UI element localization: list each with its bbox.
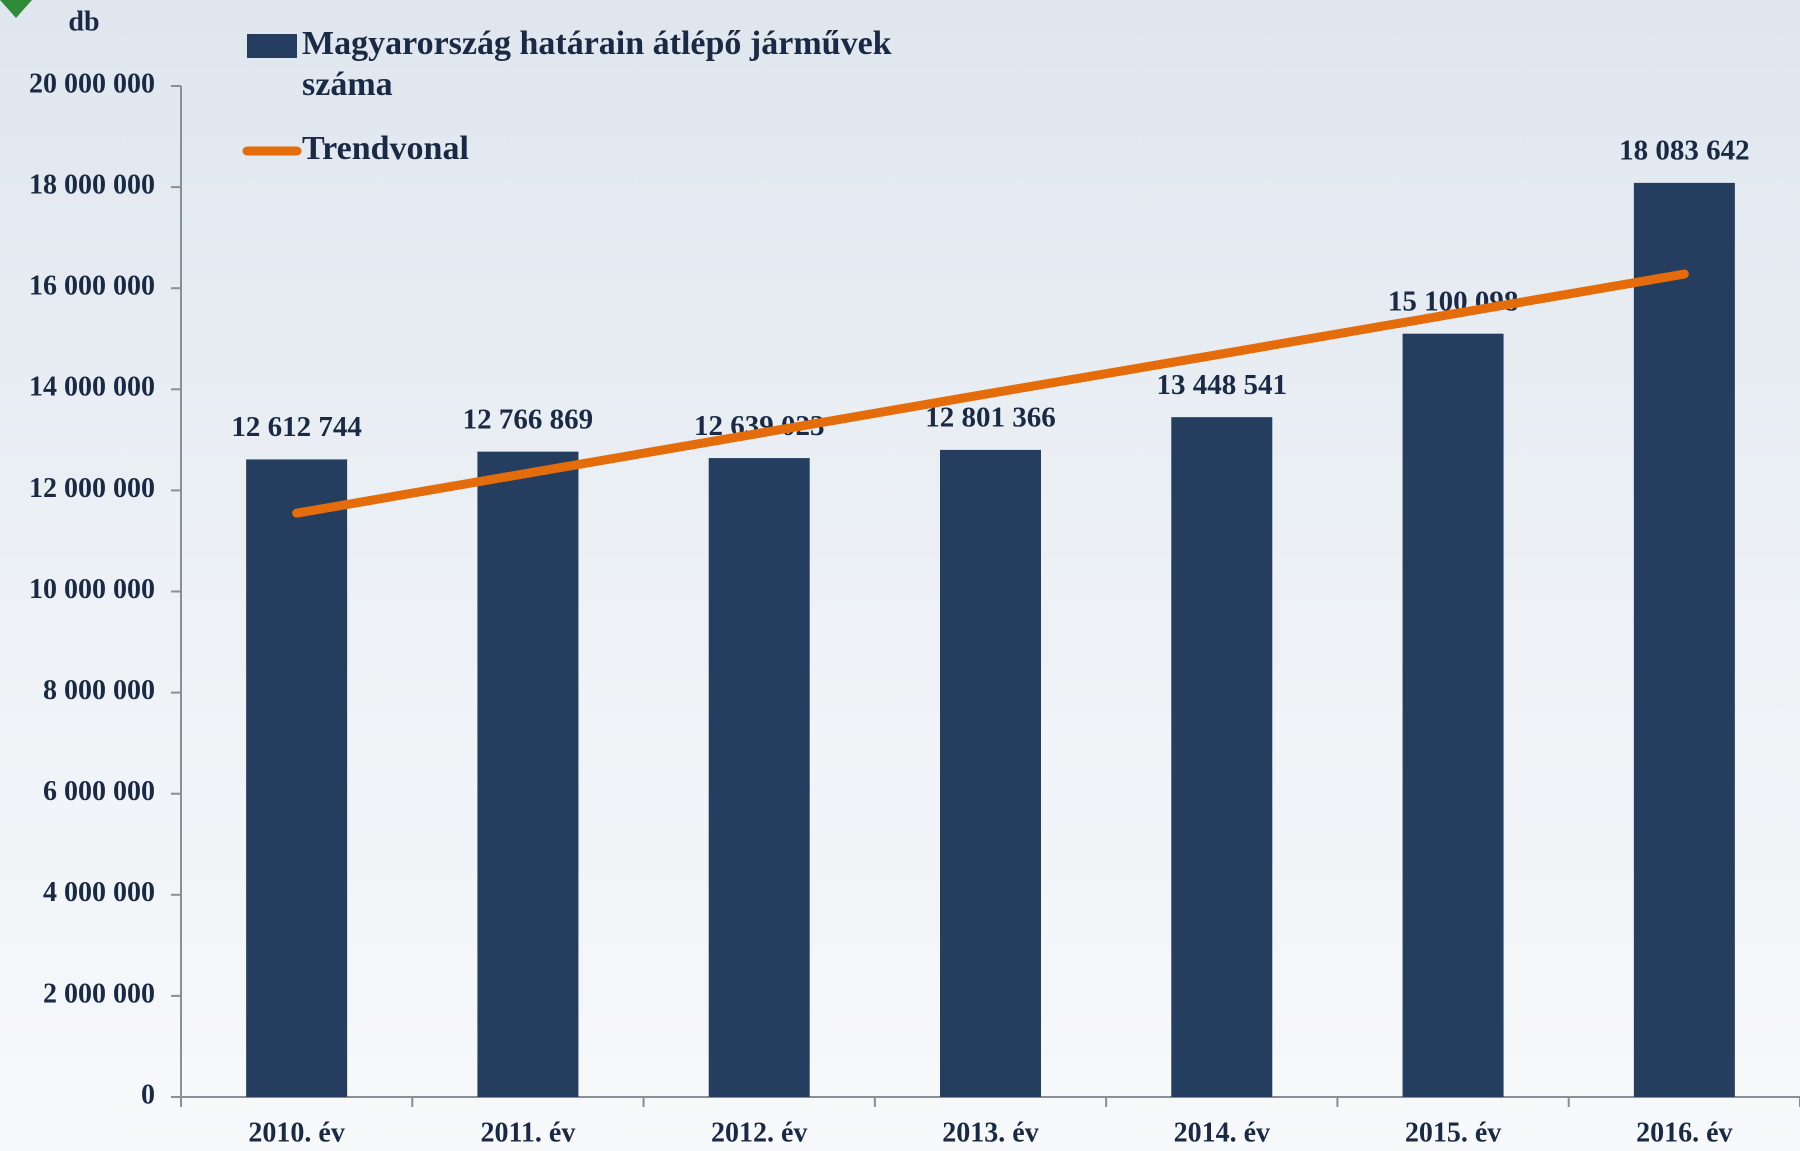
y-tick-label: 20 000 000: [29, 68, 155, 99]
x-tick-label: 2014. év: [1174, 1117, 1270, 1148]
y-axis-label: db: [68, 6, 99, 37]
y-tick-label: 18 000 000: [29, 170, 155, 201]
value-label: 12 766 869: [463, 403, 594, 435]
bar: [1171, 417, 1273, 1097]
y-tick-label: 4 000 000: [43, 877, 155, 908]
bar: [940, 449, 1041, 1097]
y-tick-label: 0: [141, 1079, 155, 1110]
y-tick-label: 6 000 000: [43, 776, 155, 807]
bar: [477, 451, 579, 1097]
y-tick-label: 14 000 000: [29, 372, 155, 403]
value-label: 13 448 541: [1157, 369, 1288, 401]
legend-label[interactable]: Magyarország határain átlépő járművek szá…: [302, 25, 892, 103]
y-tick-label: 10 000 000: [29, 574, 155, 605]
x-tick-label: 2013. év: [942, 1117, 1038, 1148]
y-tick-label: 12 000 000: [29, 473, 155, 504]
bar: [1402, 333, 1504, 1097]
logo-mark: [0, 0, 32, 18]
value-label: 12 801 366: [925, 402, 1056, 434]
value-label: 18 083 642: [1619, 135, 1750, 167]
value-label: 12 612 744: [231, 411, 362, 443]
legend-label[interactable]: Trendvonal: [302, 130, 469, 167]
y-tick-label: 2 000 000: [43, 978, 155, 1009]
trend-line: [292, 269, 1689, 518]
y-tick-label: 16 000 000: [29, 271, 155, 302]
bar: [708, 458, 810, 1097]
bar: [246, 459, 348, 1097]
y-tick-label: 8 000 000: [43, 675, 155, 706]
x-tick-label: 2010. év: [248, 1117, 344, 1148]
x-tick-label: 2011. év: [480, 1117, 575, 1148]
bar: [1633, 182, 1735, 1098]
x-tick-label: 2016. év: [1636, 1117, 1732, 1148]
x-tick-label: 2012. év: [711, 1117, 807, 1148]
legend-swatch: [247, 34, 297, 58]
x-tick-label: 2015. év: [1405, 1117, 1501, 1148]
